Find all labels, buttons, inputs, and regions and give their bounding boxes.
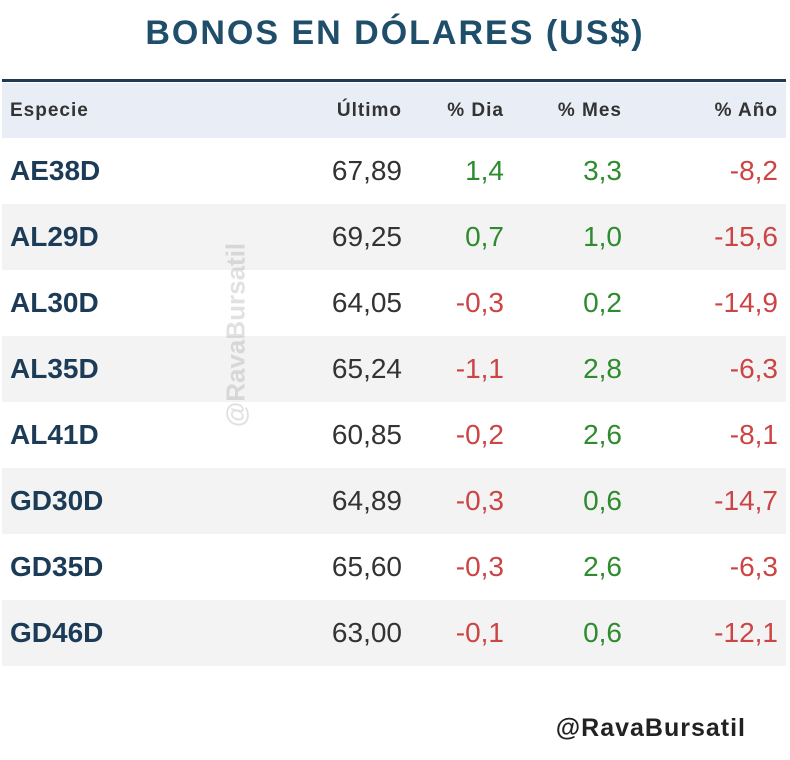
table-row: AL35D 65,24 -1,1 2,8 -6,3 (2, 336, 786, 402)
cell-ultimo: 67,89 (331, 155, 402, 186)
cell-dia: -0,3 (455, 485, 504, 516)
cell-anio: -6,3 (729, 551, 778, 582)
table-row: GD46D 63,00 -0,1 0,6 -12,1 (2, 600, 786, 666)
footer-handle: @RavaBursatil (555, 714, 746, 742)
column-header-anio: % Año (714, 99, 778, 121)
bonds-table: Especie Último % Dia % Mes % Año AE38D 6… (2, 83, 786, 666)
cell-mes: 0,6 (583, 617, 622, 648)
cell-dia: -0,3 (455, 551, 504, 582)
cell-mes: 0,6 (583, 485, 622, 516)
cell-anio: -6,3 (729, 353, 778, 384)
cell-anio: -8,2 (729, 155, 778, 186)
cell-ultimo: 64,05 (331, 287, 402, 318)
page-title: BONOS EN DÓLARES (US$) (145, 14, 645, 52)
cell-anio: -15,6 (714, 221, 778, 252)
column-header-mes: % Mes (557, 99, 622, 121)
cell-especie: AL41D (10, 419, 99, 450)
cell-especie: GD30D (10, 485, 104, 516)
cell-ultimo: 65,24 (331, 353, 402, 384)
cell-dia: -0,3 (455, 287, 504, 318)
cell-mes: 2,6 (583, 551, 622, 582)
cell-mes: 3,3 (583, 155, 622, 186)
cell-ultimo: 60,85 (331, 419, 402, 450)
cell-anio: -8,1 (729, 419, 778, 450)
cell-dia: -1,1 (455, 353, 504, 384)
cell-mes: 2,8 (583, 353, 622, 384)
table-row: AE38D 67,89 1,4 3,3 -8,2 (2, 138, 786, 204)
cell-ultimo: 65,60 (331, 551, 402, 582)
title-divider (2, 79, 786, 82)
table-row: AL41D 60,85 -0,2 2,6 -8,1 (2, 402, 786, 468)
cell-ultimo: 69,25 (331, 221, 402, 252)
cell-anio: -14,9 (714, 287, 778, 318)
cell-mes: 2,6 (583, 419, 622, 450)
cell-especie: AL35D (10, 353, 99, 384)
cell-anio: -14,7 (714, 485, 778, 516)
table-row: GD30D 64,89 -0,3 0,6 -14,7 (2, 468, 786, 534)
cell-ultimo: 64,89 (331, 485, 402, 516)
cell-mes: 0,2 (583, 287, 622, 318)
cell-dia: 0,7 (465, 221, 504, 252)
cell-dia: -0,1 (455, 617, 504, 648)
cell-dia: -0,2 (455, 419, 504, 450)
cell-especie: GD46D (10, 617, 104, 648)
column-header-ultimo: Último (336, 99, 402, 121)
cell-anio: -12,1 (714, 617, 778, 648)
column-header-especie: Especie (10, 99, 89, 121)
table-row: AL29D 69,25 0,7 1,0 -15,6 (2, 204, 786, 270)
table-row: GD35D 65,60 -0,3 2,6 -6,3 (2, 534, 786, 600)
column-header-dia: % Dia (447, 99, 504, 121)
cell-especie: GD35D (10, 551, 104, 582)
cell-ultimo: 63,00 (331, 617, 402, 648)
cell-especie: AL29D (10, 221, 99, 252)
cell-mes: 1,0 (583, 221, 622, 252)
cell-dia: 1,4 (465, 155, 504, 186)
table-row: AL30D 64,05 -0,3 0,2 -14,9 (2, 270, 786, 336)
cell-especie: AL30D (10, 287, 99, 318)
cell-especie: AE38D (10, 155, 101, 186)
table-header: Especie Último % Dia % Mes % Año (2, 83, 786, 138)
